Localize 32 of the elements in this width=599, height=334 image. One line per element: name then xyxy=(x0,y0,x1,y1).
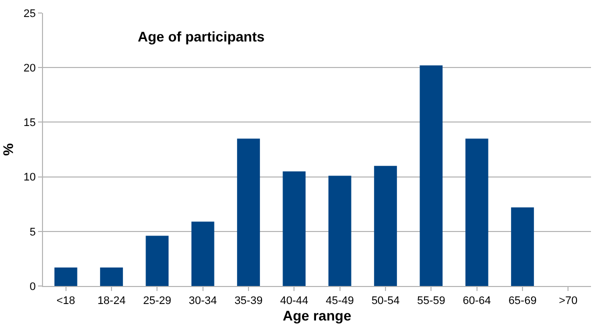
x-tick-label: 18-24 xyxy=(97,295,126,308)
y-tick-label: 5 xyxy=(30,226,36,238)
bar xyxy=(465,138,488,286)
bar xyxy=(511,207,534,286)
bar xyxy=(54,267,78,286)
x-tick-label: 25-29 xyxy=(143,295,172,308)
bar xyxy=(328,176,352,286)
bar xyxy=(191,222,214,286)
y-tick-label: 15 xyxy=(24,117,36,130)
bar xyxy=(100,267,123,286)
bar xyxy=(374,166,397,286)
y-tick-label: 20 xyxy=(24,62,36,74)
x-tick-label: 55-59 xyxy=(417,295,446,308)
x-tick-label: 35-39 xyxy=(234,295,263,308)
x-tick-label: <18 xyxy=(56,295,76,308)
x-tick-label: 50-54 xyxy=(371,295,400,308)
x-tick-label: 45-49 xyxy=(326,295,354,308)
x-axis-title: Age range xyxy=(282,308,352,324)
x-tick-label: 65-69 xyxy=(508,295,537,308)
y-tick-label: 10 xyxy=(24,172,36,184)
x-tick-label: 40-44 xyxy=(280,295,308,308)
text: Age of participants xyxy=(138,28,265,45)
x-tick-label: 30-34 xyxy=(188,295,217,308)
bar xyxy=(237,138,260,286)
x-tick-label: >70 xyxy=(558,295,578,308)
bar xyxy=(146,236,169,286)
x-tick-label: 60-64 xyxy=(462,295,491,308)
y-axis-title: % xyxy=(0,142,16,156)
bar xyxy=(282,171,306,286)
bar xyxy=(420,65,443,286)
y-tick-label: 0 xyxy=(30,280,36,293)
y-tick-label: 25 xyxy=(24,8,36,20)
